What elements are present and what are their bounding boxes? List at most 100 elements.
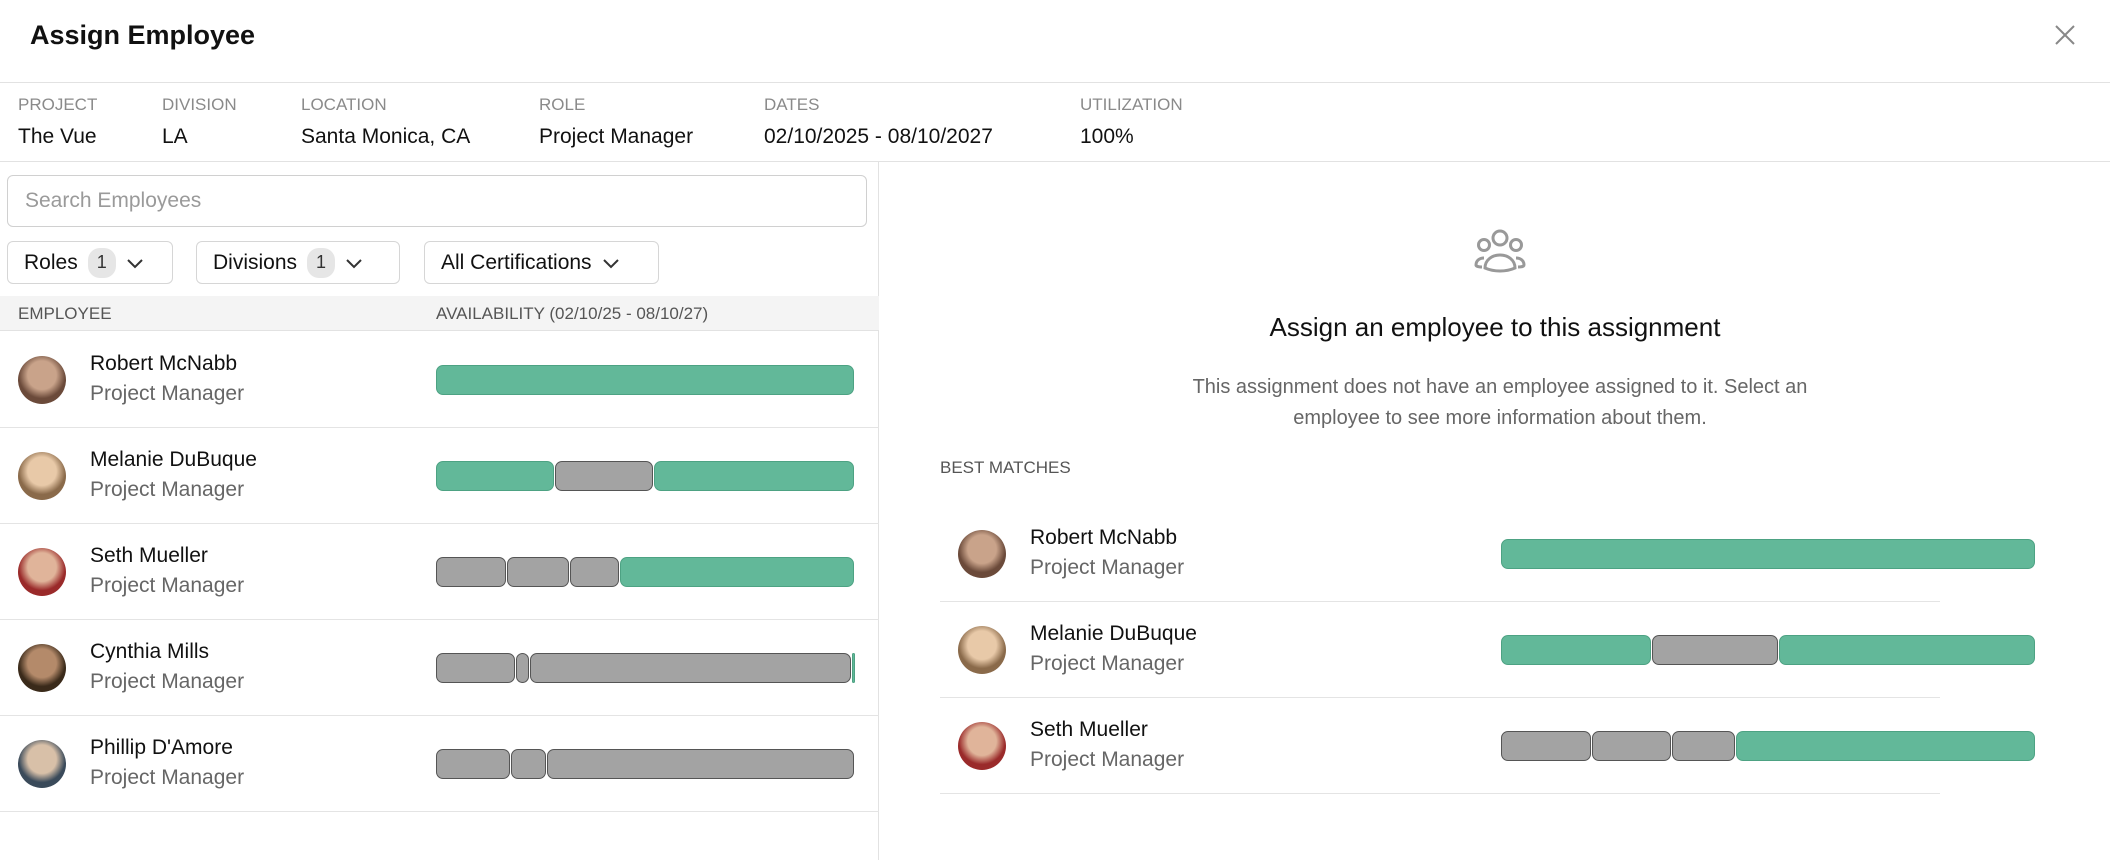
meta-value: The Vue	[18, 125, 97, 148]
unavailable-segment	[507, 557, 570, 587]
unavailable-segment	[1591, 731, 1672, 761]
employee-name: Melanie DuBuque	[1030, 622, 1197, 645]
employee-role: Project Manager	[1030, 748, 1185, 771]
column-availability: AVAILABILITY (02/10/25 - 08/10/27)	[436, 304, 709, 323]
unavailable-segment	[1652, 635, 1779, 665]
employee-name: Robert McNabb	[1030, 526, 1178, 549]
meta-label: DIVISION	[162, 95, 237, 114]
unavailable-segment	[436, 557, 507, 587]
filter-label: All Certifications	[441, 250, 592, 274]
employee-name: Melanie DuBuque	[90, 448, 257, 471]
unavailable-segment	[515, 653, 530, 683]
employee-role: Project Manager	[90, 382, 245, 405]
best-match-row[interactable]: Seth Mueller Project Manager	[940, 698, 2035, 794]
availability-bar	[436, 461, 855, 491]
divisions-filter[interactable]: Divisions 1	[196, 241, 400, 284]
meta-label: PROJECT	[18, 95, 98, 114]
available-segment	[851, 653, 855, 683]
search-employees-input[interactable]	[7, 175, 867, 227]
avatar	[18, 356, 66, 404]
employee-name: Robert McNabb	[90, 352, 238, 375]
assignment-details: PROJECT The Vue DIVISION LA LOCATION Santa Mo…	[0, 95, 2110, 162]
employee-row[interactable]: Phillip D'Amore Project Manager	[0, 716, 879, 812]
meta-value: 02/10/2025 - 08/10/2027	[764, 125, 993, 148]
availability-bar	[436, 365, 855, 395]
employee-row[interactable]: Melanie DuBuque Project Manager	[0, 428, 879, 524]
employee-role: Project Manager	[90, 670, 245, 693]
employee-role: Project Manager	[1030, 652, 1185, 675]
meta-dates: DATES 02/10/2025 - 08/10/2027	[764, 95, 993, 149]
empty-state-description: This assignment does not have an employe…	[1192, 376, 1808, 429]
meta-label: LOCATION	[301, 95, 387, 114]
meta-label: UTILIZATION	[1080, 95, 1183, 114]
available-segment	[1779, 635, 2035, 665]
unavailable-segment	[547, 749, 854, 779]
employee-list-panel: Roles 1 Divisions 1 All Certifications E…	[0, 162, 879, 860]
meta-value: LA	[162, 125, 188, 148]
certifications-filter[interactable]: All Certifications	[424, 241, 659, 284]
unavailable-segment	[570, 557, 620, 587]
employee-row[interactable]: Cynthia Mills Project Manager	[0, 620, 879, 716]
unavailable-segment	[1672, 731, 1736, 761]
employee-role: Project Manager	[1030, 556, 1185, 579]
meta-value: 100%	[1080, 125, 1134, 148]
close-icon[interactable]	[2050, 20, 2080, 50]
employee-name: Phillip D'Amore	[90, 736, 233, 759]
available-segment	[1501, 539, 2035, 569]
availability-bar	[436, 749, 855, 779]
available-segment	[1501, 635, 1652, 665]
employee-role: Project Manager	[90, 766, 245, 789]
unavailable-segment	[554, 461, 653, 491]
avatar	[958, 530, 1006, 578]
empty-state-title: Assign an employee to this assignment	[1269, 312, 1721, 342]
meta-project: PROJECT The Vue	[18, 95, 97, 149]
availability-bar	[1501, 635, 2036, 665]
avatar	[18, 548, 66, 596]
filter-count-badge: 1	[307, 247, 336, 278]
unavailable-segment	[1501, 731, 1591, 761]
chevron-down-icon	[602, 258, 619, 268]
available-segment	[436, 365, 854, 395]
meta-role: ROLE Project Manager	[539, 95, 693, 149]
availability-bar	[1501, 731, 2036, 761]
employee-role: Project Manager	[90, 574, 245, 597]
available-segment	[1736, 731, 2035, 761]
dialog-title: Assign Employee	[30, 20, 256, 50]
employee-row[interactable]: Seth Mueller Project Manager	[0, 524, 879, 620]
availability-bar	[1501, 539, 2036, 569]
unavailable-segment	[436, 653, 515, 683]
roles-filter[interactable]: Roles 1	[7, 241, 173, 284]
people-icon	[1474, 229, 1526, 273]
availability-bar	[436, 557, 855, 587]
chevron-down-icon	[126, 258, 143, 268]
meta-division: DIVISION LA	[162, 95, 237, 149]
best-match-row[interactable]: Robert McNabb Project Manager	[940, 506, 2035, 602]
meta-location: LOCATION Santa Monica, CA	[301, 95, 470, 149]
meta-utilization: UTILIZATION 100%	[1080, 95, 1183, 149]
employee-name: Seth Mueller	[90, 544, 208, 567]
availability-bar	[436, 653, 855, 683]
meta-value: Project Manager	[539, 125, 694, 148]
avatar	[958, 626, 1006, 674]
avatar	[18, 740, 66, 788]
assignment-detail-panel: Assign an employee to this assignment Th…	[880, 162, 2110, 860]
filter-label: Roles	[24, 250, 78, 274]
meta-label: ROLE	[539, 95, 586, 114]
filter-label: Divisions	[213, 250, 298, 274]
unavailable-segment	[510, 749, 547, 779]
available-segment	[436, 461, 554, 491]
avatar	[958, 722, 1006, 770]
avatar	[18, 644, 66, 692]
best-match-row[interactable]: Melanie DuBuque Project Manager	[940, 602, 2035, 698]
table-header: EMPLOYEE AVAILABILITY (02/10/25 - 08/10/…	[0, 296, 879, 331]
employee-role: Project Manager	[90, 478, 245, 501]
employee-name: Cynthia Mills	[90, 640, 210, 663]
avatar	[18, 452, 66, 500]
column-employee: EMPLOYEE	[18, 304, 112, 323]
unavailable-segment	[530, 653, 851, 683]
chevron-down-icon	[346, 258, 362, 268]
unavailable-segment	[436, 749, 510, 779]
meta-label: DATES	[764, 95, 820, 114]
best-matches-label: BEST MATCHES	[940, 458, 1071, 477]
employee-row[interactable]: Robert McNabb Project Manager	[0, 332, 879, 428]
